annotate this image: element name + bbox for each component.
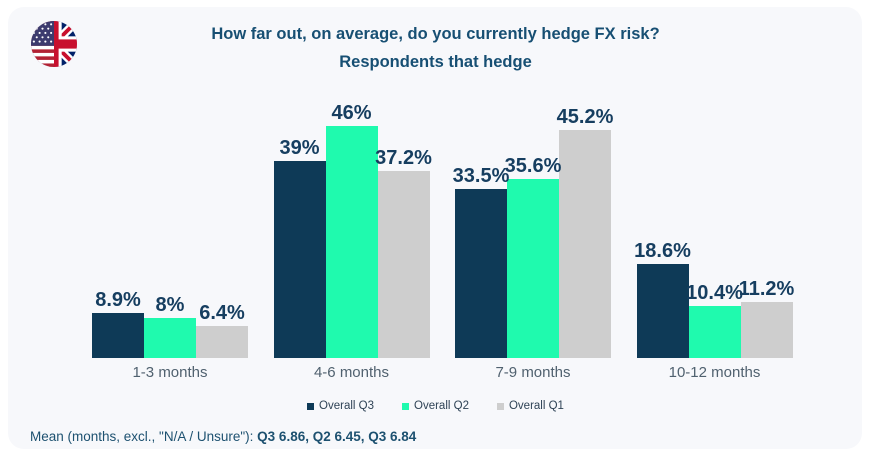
chart-title: How far out, on average, do you currentl… (0, 20, 871, 76)
bar-group: 8.9% 8% 6.4% 1-3 months (92, 120, 248, 381)
bar (273, 161, 326, 358)
value-label: 35.6% (504, 155, 562, 177)
bar (144, 318, 196, 358)
legend-swatch-icon (307, 402, 315, 410)
bar (507, 179, 559, 358)
legend-swatch-icon (496, 402, 504, 410)
us-uk-flag-icon (31, 21, 77, 67)
value-label: 45.2% (556, 106, 614, 128)
value-label: 8.9% (95, 289, 141, 311)
category-label: 1-3 months (132, 364, 208, 381)
bar (636, 264, 689, 358)
bar (196, 326, 248, 358)
bar-group: 18.6% 10.4% 11.2% 10-12 months (634, 120, 794, 381)
bar (455, 189, 507, 358)
bar (740, 302, 793, 358)
value-label: 11.2% (738, 278, 795, 300)
value-label: 10.4% (686, 282, 743, 304)
value-label: 33.5% (452, 165, 510, 187)
legend-item: Overall Q2 (402, 400, 469, 412)
legend: Overall Q3 Overall Q2 Overall Q1 (0, 400, 871, 412)
bar-group: 39% 46% 37.2% 4-6 months (273, 102, 432, 381)
legend-label: Overall Q3 (319, 400, 375, 412)
legend-item: Overall Q1 (496, 400, 564, 412)
category-label: 4-6 months (313, 364, 390, 381)
value-label: 18.6% (634, 240, 691, 262)
bar (92, 313, 144, 358)
bar-group: 33.5% 35.6% 45.2% 7-9 months (453, 106, 614, 381)
value-label: 39% (279, 137, 320, 159)
chart-card (8, 7, 862, 449)
value-label: 6.4% (199, 302, 245, 324)
category-label: 10-12 months (668, 364, 761, 381)
value-label: 46% (331, 102, 372, 124)
legend-label: Overall Q2 (414, 400, 469, 412)
legend-label: Overall Q1 (508, 400, 564, 412)
bar (377, 171, 430, 358)
category-label: 7-9 months (495, 364, 571, 381)
legend-item: Overall Q3 (307, 400, 374, 412)
chart-title-line1: How far out, on average, do you currentl… (211, 25, 660, 43)
bar (688, 306, 741, 358)
chart-title-line2: Respondents that hedge (339, 53, 532, 71)
bar-chart: 8.9% 8% 6.4% 1-3 months 39% 46% 37.2% 4-6 month… (0, 102, 871, 381)
mean-footnote-values: Q3 6.86, Q2 6.45, Q3 6.84 (257, 429, 417, 444)
value-label: 8% (155, 294, 185, 316)
mean-footnote-prefix: Mean (months, excl., "N/A / Unsure"): (30, 429, 258, 444)
value-label: 37.2% (375, 147, 432, 169)
legend-swatch-icon (402, 402, 410, 410)
mean-footnote: Mean (months, excl., "N/A / Unsure"): Q3… (30, 429, 416, 444)
bar (325, 126, 378, 358)
bar (559, 130, 611, 358)
